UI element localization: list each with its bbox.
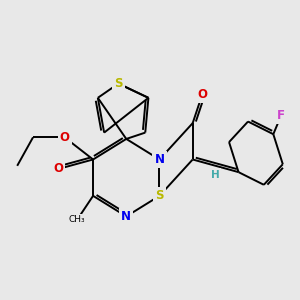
Text: O: O (60, 131, 70, 144)
Text: S: S (114, 77, 123, 90)
Text: N: N (154, 153, 164, 166)
Text: CH₃: CH₃ (69, 215, 85, 224)
Text: F: F (277, 109, 285, 122)
Text: S: S (155, 189, 164, 202)
Text: N: N (121, 210, 131, 223)
Text: H: H (211, 170, 220, 180)
Text: O: O (53, 163, 63, 176)
Text: O: O (197, 88, 207, 101)
